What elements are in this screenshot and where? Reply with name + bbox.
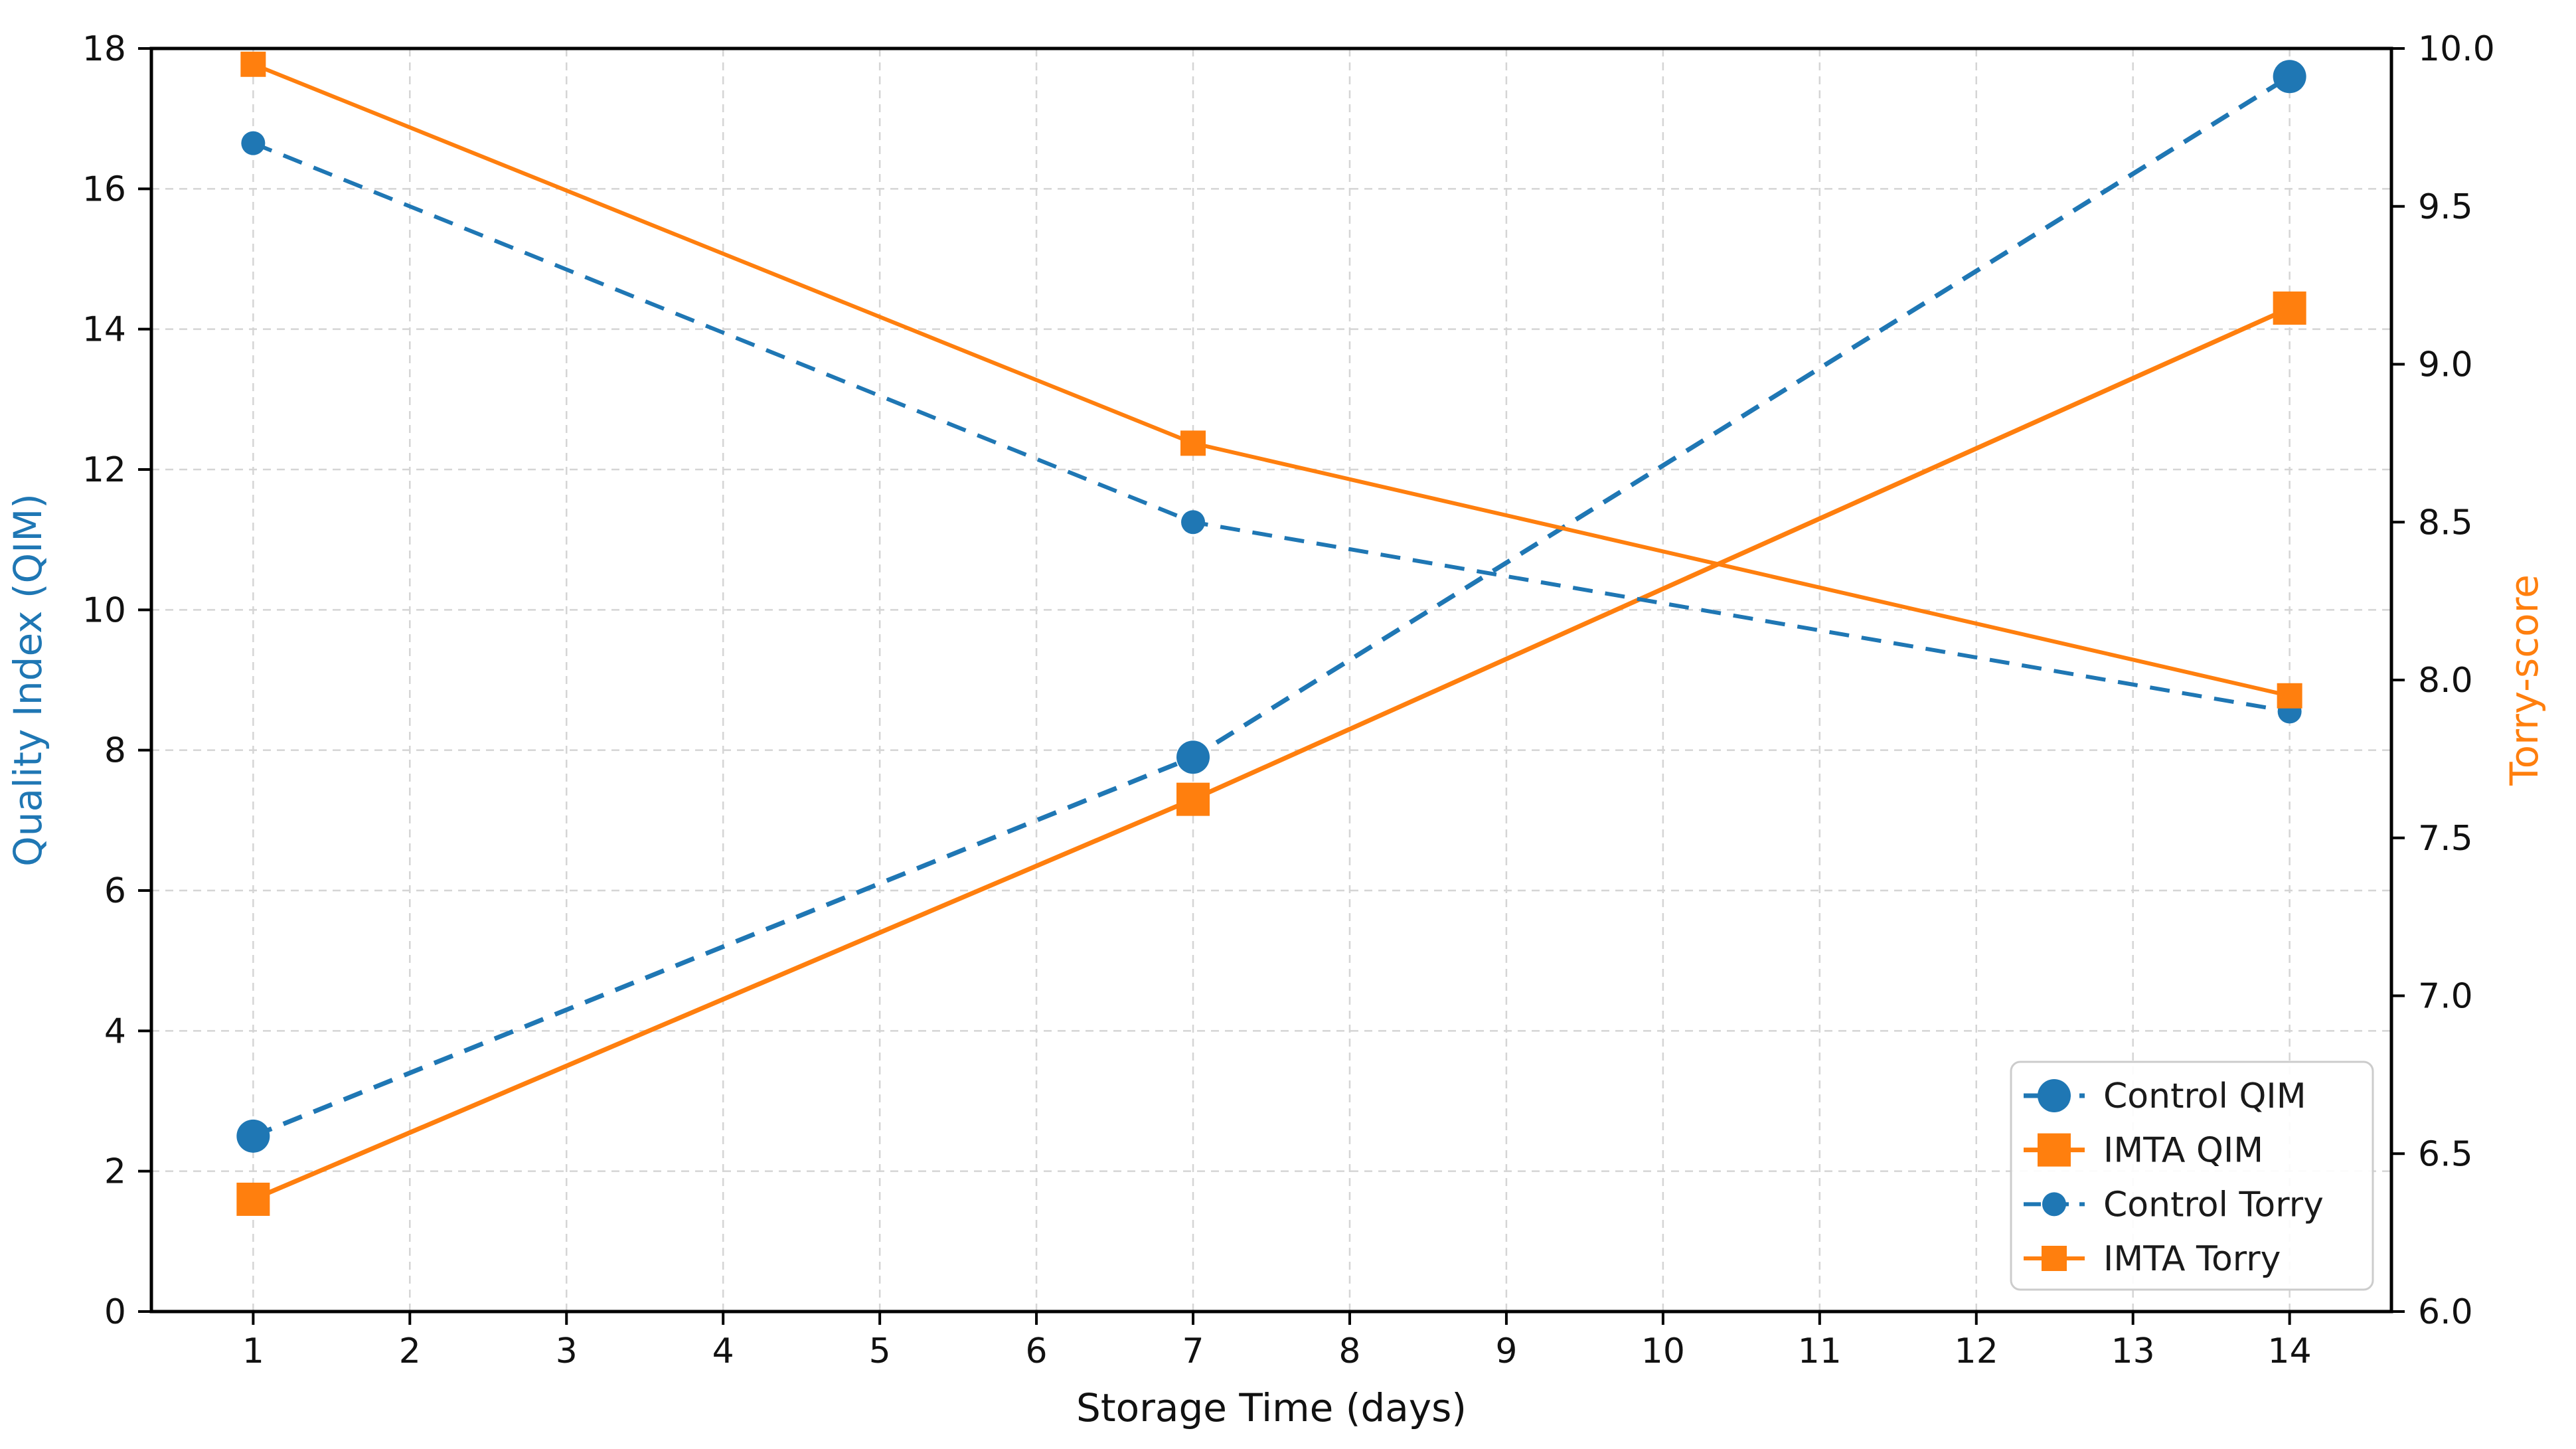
legend-label-imta-qim: IMTA QIM: [2103, 1131, 2263, 1171]
marker-control-torry-day-7: [1181, 510, 1206, 535]
marker-imta-qim-day-7: [1176, 782, 1210, 816]
legend-label-control-torry: Control Torry: [2103, 1185, 2324, 1225]
marker-imta-torry-day-7: [1180, 430, 1206, 456]
x-tick-label-12: 12: [1955, 1331, 1998, 1371]
marker-imta-torry-day-1: [240, 51, 266, 77]
left-tick-label-6: 6: [104, 871, 126, 911]
x-tick-label-6: 6: [1026, 1331, 1048, 1371]
right-tick-label-9: 9.0: [2418, 345, 2473, 385]
x-tick-label-11: 11: [1798, 1331, 1842, 1371]
right-tick-label-10: 10.0: [2418, 29, 2495, 69]
right-tick-label-9.5: 9.5: [2418, 187, 2473, 227]
x-tick-label-10: 10: [1641, 1331, 1685, 1371]
x-tick-label-5: 5: [869, 1331, 891, 1371]
legend-marker-imta-torry: [2042, 1246, 2067, 1271]
marker-control-torry-day-1: [241, 131, 266, 155]
legend-marker-control-qim: [2038, 1079, 2071, 1112]
x-tick-label-13: 13: [2111, 1331, 2155, 1371]
right-tick-label-6: 6.0: [2418, 1292, 2473, 1332]
x-tick-label-2: 2: [399, 1331, 421, 1371]
x-tick-label-1: 1: [242, 1331, 264, 1371]
legend-label-control-qim: Control QIM: [2103, 1076, 2306, 1116]
marker-imta-qim-day-14: [2273, 291, 2306, 325]
legend-marker-imta-qim: [2038, 1133, 2071, 1167]
marker-imta-torry-day-14: [2277, 683, 2302, 709]
legend-box: [2010, 1061, 2374, 1291]
left-tick-label-8: 8: [104, 731, 126, 771]
marker-imta-qim-day-1: [236, 1182, 270, 1216]
x-tick-label-3: 3: [556, 1331, 578, 1371]
left-tick-label-2: 2: [104, 1152, 126, 1192]
marker-control-qim-day-7: [1176, 740, 1210, 774]
left-axis-title: Quality Index (QIM): [5, 493, 50, 867]
marker-control-qim-day-14: [2273, 60, 2306, 94]
left-tick-label-14: 14: [82, 310, 126, 350]
right-tick-label-8.5: 8.5: [2418, 503, 2473, 543]
x-tick-label-14: 14: [2268, 1331, 2312, 1371]
marker-control-qim-day-1: [236, 1119, 270, 1153]
x-tick-label-9: 9: [1495, 1331, 1517, 1371]
legend-label-imta-torry: IMTA Torry: [2103, 1239, 2281, 1279]
left-tick-label-18: 18: [82, 29, 126, 69]
x-tick-label-7: 7: [1182, 1331, 1204, 1371]
left-tick-label-16: 16: [82, 169, 126, 209]
right-tick-label-6.5: 6.5: [2418, 1134, 2473, 1174]
left-tick-label-12: 12: [82, 450, 126, 490]
right-tick-label-7.5: 7.5: [2418, 819, 2473, 859]
left-tick-label-10: 10: [82, 590, 126, 630]
left-tick-label-0: 0: [104, 1292, 126, 1332]
x-tick-label-4: 4: [712, 1331, 734, 1371]
x-tick-label-8: 8: [1338, 1331, 1360, 1371]
right-tick-label-7: 7.0: [2418, 977, 2473, 1017]
legend-marker-control-torry: [2042, 1192, 2066, 1217]
right-tick-label-8: 8.0: [2418, 661, 2473, 701]
x-axis-title: Storage Time (days): [1076, 1385, 1467, 1430]
left-tick-label-4: 4: [104, 1011, 126, 1051]
right-axis-title: Torry-score: [2502, 574, 2547, 786]
